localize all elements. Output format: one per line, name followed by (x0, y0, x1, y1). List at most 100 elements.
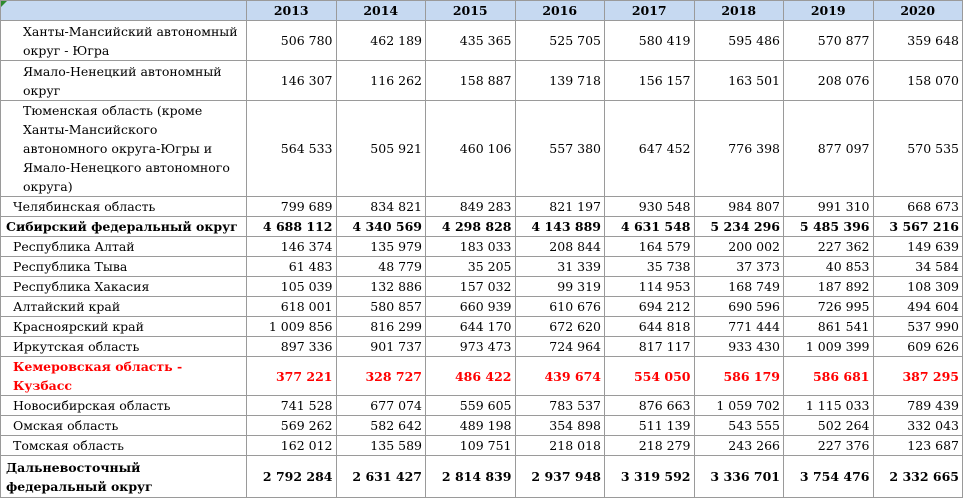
value-cell[interactable]: 486 422 (425, 356, 516, 396)
value-cell[interactable]: 3 754 476 (783, 455, 874, 498)
value-cell[interactable]: 146 307 (246, 60, 337, 101)
value-cell[interactable]: 200 002 (693, 236, 784, 257)
row-label-cell[interactable]: Республика Хакасия (0, 276, 247, 297)
value-cell[interactable]: 876 663 (604, 395, 695, 416)
value-cell[interactable]: 168 749 (693, 276, 784, 297)
value-cell[interactable]: 243 266 (693, 435, 784, 456)
row-label-cell[interactable]: Республика Тыва (0, 256, 247, 277)
value-cell[interactable]: 208 076 (783, 60, 874, 101)
value-cell[interactable]: 1 115 033 (783, 395, 874, 416)
value-cell[interactable]: 610 676 (514, 296, 605, 317)
value-cell[interactable]: 114 953 (604, 276, 695, 297)
row-label-cell[interactable]: Ханты-Мансийский автономный округ - Югра (0, 20, 247, 61)
value-cell[interactable]: 580 419 (604, 20, 695, 61)
value-cell[interactable]: 183 033 (425, 236, 516, 257)
value-cell[interactable]: 2 792 284 (246, 455, 337, 498)
value-cell[interactable]: 462 189 (335, 20, 426, 61)
value-cell[interactable]: 156 157 (604, 60, 695, 101)
value-cell[interactable]: 537 990 (872, 316, 963, 337)
value-cell[interactable]: 158 887 (425, 60, 516, 101)
value-cell[interactable]: 99 319 (514, 276, 605, 297)
row-label-cell[interactable]: Иркутская область (0, 336, 247, 357)
value-cell[interactable]: 525 705 (514, 20, 605, 61)
value-cell[interactable]: 116 262 (335, 60, 426, 101)
value-cell[interactable]: 146 374 (246, 236, 337, 257)
value-cell[interactable]: 559 605 (425, 395, 516, 416)
value-cell[interactable]: 108 309 (872, 276, 963, 297)
row-label-cell[interactable]: Омская область (0, 415, 247, 436)
value-cell[interactable]: 505 921 (335, 100, 426, 197)
value-cell[interactable]: 332 043 (872, 415, 963, 436)
value-cell[interactable]: 724 964 (514, 336, 605, 357)
header-corner-cell[interactable] (0, 0, 247, 21)
value-cell[interactable]: 502 264 (783, 415, 874, 436)
value-cell[interactable]: 109 751 (425, 435, 516, 456)
value-cell[interactable]: 218 279 (604, 435, 695, 456)
value-cell[interactable]: 40 853 (783, 256, 874, 277)
value-cell[interactable]: 135 589 (335, 435, 426, 456)
value-cell[interactable]: 31 339 (514, 256, 605, 277)
value-cell[interactable]: 4 143 889 (514, 216, 605, 237)
value-cell[interactable]: 668 673 (872, 196, 963, 217)
value-cell[interactable]: 489 198 (425, 415, 516, 436)
value-cell[interactable]: 354 898 (514, 415, 605, 436)
year-header[interactable]: 2018 (693, 0, 784, 21)
value-cell[interactable]: 4 298 828 (425, 216, 516, 237)
value-cell[interactable]: 821 197 (514, 196, 605, 217)
value-cell[interactable]: 595 486 (693, 20, 784, 61)
value-cell[interactable]: 1 009 856 (246, 316, 337, 337)
value-cell[interactable]: 672 620 (514, 316, 605, 337)
value-cell[interactable]: 158 070 (872, 60, 963, 101)
value-cell[interactable]: 149 639 (872, 236, 963, 257)
value-cell[interactable]: 35 205 (425, 256, 516, 277)
value-cell[interactable]: 157 032 (425, 276, 516, 297)
value-cell[interactable]: 506 780 (246, 20, 337, 61)
value-cell[interactable]: 494 604 (872, 296, 963, 317)
row-label-cell[interactable]: Тюменская область (кроме Ханты-Мансийско… (0, 100, 247, 197)
value-cell[interactable]: 799 689 (246, 196, 337, 217)
value-cell[interactable]: 164 579 (604, 236, 695, 257)
value-cell[interactable]: 569 262 (246, 415, 337, 436)
value-cell[interactable]: 901 737 (335, 336, 426, 357)
value-cell[interactable]: 816 299 (335, 316, 426, 337)
row-label-cell[interactable]: Томская область (0, 435, 247, 456)
value-cell[interactable]: 208 844 (514, 236, 605, 257)
year-header[interactable]: 2020 (872, 0, 963, 21)
row-label-cell[interactable]: Красноярский край (0, 316, 247, 337)
value-cell[interactable]: 2 814 839 (425, 455, 516, 498)
value-cell[interactable]: 227 376 (783, 435, 874, 456)
value-cell[interactable]: 4 340 569 (335, 216, 426, 237)
value-cell[interactable]: 460 106 (425, 100, 516, 197)
value-cell[interactable]: 48 779 (335, 256, 426, 277)
year-header[interactable]: 2017 (604, 0, 695, 21)
row-label-cell[interactable]: Ямало-Ненецкий автономный округ (0, 60, 247, 101)
value-cell[interactable]: 1 009 399 (783, 336, 874, 357)
row-label-cell[interactable]: Республика Алтай (0, 236, 247, 257)
row-label-cell[interactable]: Алтайский край (0, 296, 247, 317)
value-cell[interactable]: 580 857 (335, 296, 426, 317)
value-cell[interactable]: 163 501 (693, 60, 784, 101)
value-cell[interactable]: 644 818 (604, 316, 695, 337)
value-cell[interactable]: 3 336 701 (693, 455, 784, 498)
value-cell[interactable]: 435 365 (425, 20, 516, 61)
value-cell[interactable]: 4 631 548 (604, 216, 695, 237)
value-cell[interactable]: 187 892 (783, 276, 874, 297)
year-header[interactable]: 2015 (425, 0, 516, 21)
value-cell[interactable]: 218 018 (514, 435, 605, 456)
value-cell[interactable]: 5 234 296 (693, 216, 784, 237)
value-cell[interactable]: 105 039 (246, 276, 337, 297)
value-cell[interactable]: 933 430 (693, 336, 784, 357)
value-cell[interactable]: 2 937 948 (514, 455, 605, 498)
value-cell[interactable]: 4 688 112 (246, 216, 337, 237)
year-header[interactable]: 2013 (246, 0, 337, 21)
value-cell[interactable]: 690 596 (693, 296, 784, 317)
value-cell[interactable]: 439 674 (514, 356, 605, 396)
row-label-cell[interactable]: Сибирский федеральный округ (0, 216, 247, 237)
value-cell[interactable]: 570 877 (783, 20, 874, 61)
value-cell[interactable]: 5 485 396 (783, 216, 874, 237)
value-cell[interactable]: 132 886 (335, 276, 426, 297)
year-header[interactable]: 2016 (514, 0, 605, 21)
value-cell[interactable]: 609 626 (872, 336, 963, 357)
value-cell[interactable]: 35 738 (604, 256, 695, 277)
value-cell[interactable]: 618 001 (246, 296, 337, 317)
